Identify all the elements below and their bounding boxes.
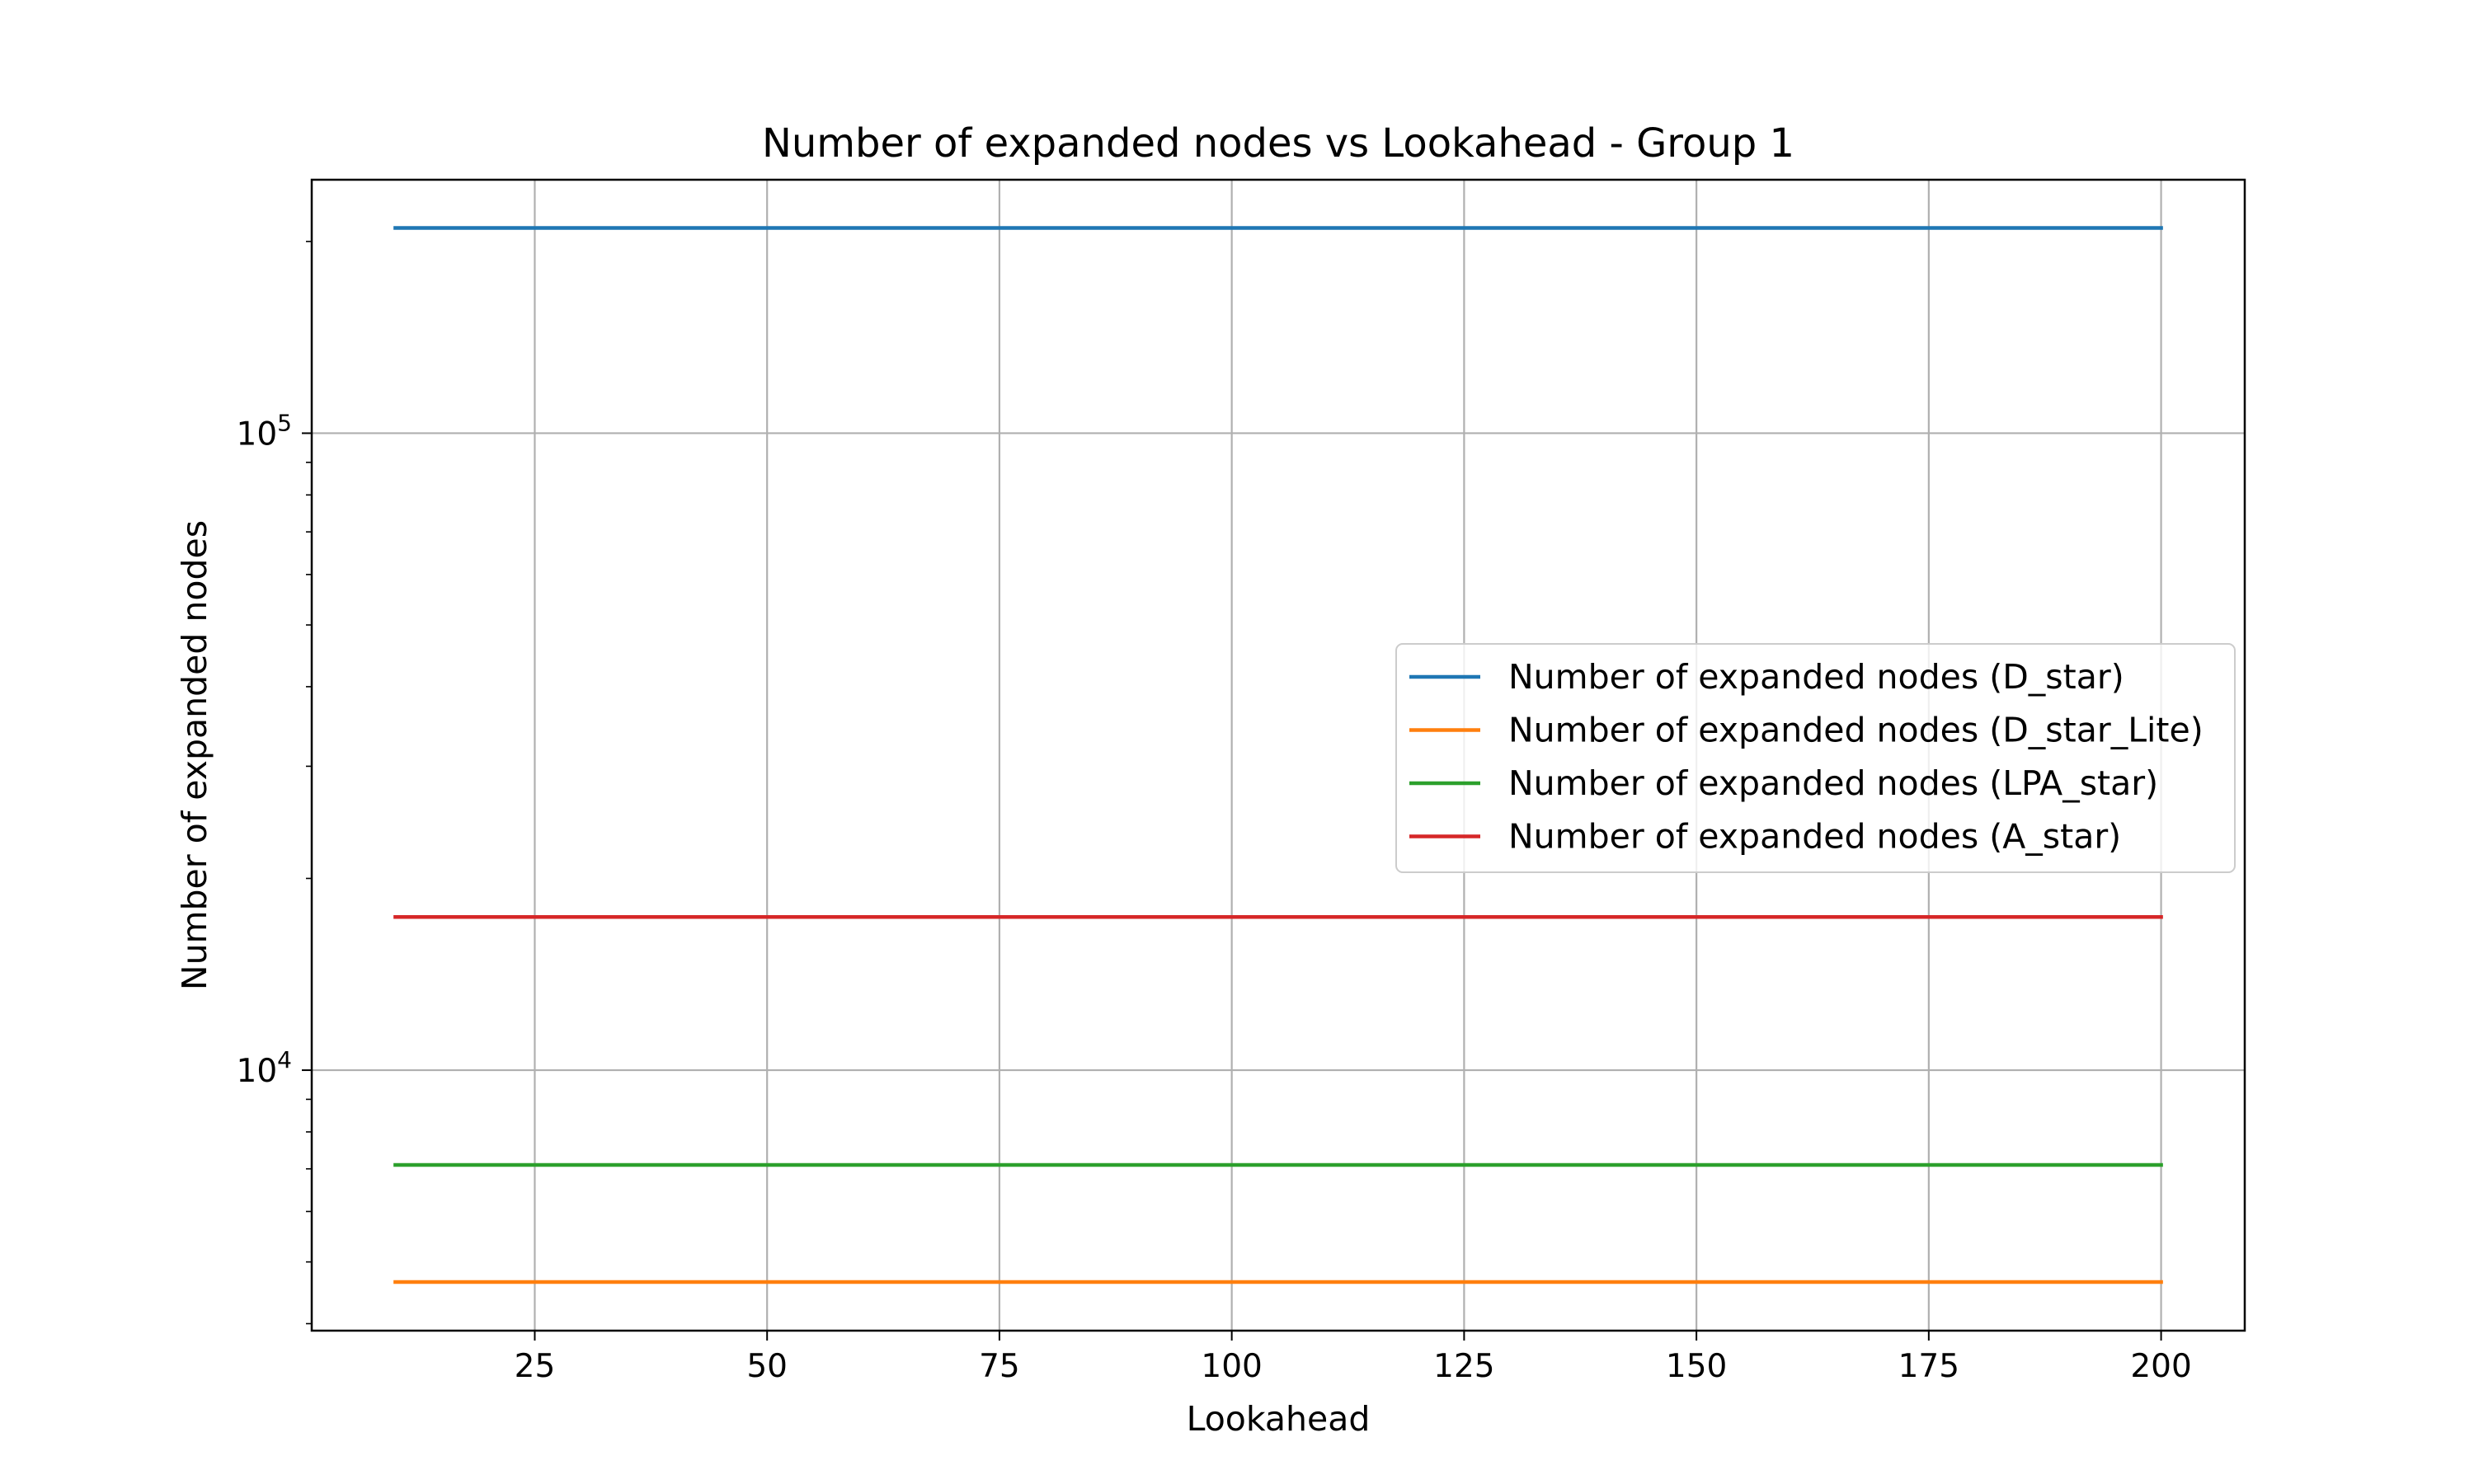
axis-ticks: 25 50 75 100 125 150 175 200 104 105 bbox=[237, 241, 2192, 1385]
legend: Number of expanded nodes (D_star) Number … bbox=[1395, 643, 2236, 873]
x-tick-label: 25 bbox=[515, 1348, 556, 1385]
x-tick-label: 175 bbox=[1898, 1348, 1959, 1385]
legend-box bbox=[1395, 643, 2236, 873]
legend-label: Number of expanded nodes (D_star_Lite) bbox=[1508, 711, 2204, 750]
y-tick-label: 105 bbox=[237, 409, 292, 453]
x-tick-label: 150 bbox=[1666, 1348, 1727, 1385]
legend-label: Number of expanded nodes (A_star) bbox=[1508, 817, 2121, 857]
plot-frame bbox=[310, 178, 2246, 1332]
y-tick-label: 104 bbox=[237, 1046, 292, 1090]
legend-label: Number of expanded nodes (D_star) bbox=[1508, 657, 2124, 697]
x-tick-label: 50 bbox=[746, 1348, 788, 1385]
x-tick-label: 100 bbox=[1201, 1348, 1262, 1385]
series-lines bbox=[393, 226, 2163, 1284]
x-axis-label: Lookahead bbox=[1187, 1399, 1371, 1439]
x-tick-label: 125 bbox=[1433, 1348, 1494, 1385]
x-tick-label: 200 bbox=[2130, 1348, 2191, 1385]
chart-title: Number of expanded nodes vs Lookahead - … bbox=[762, 120, 1794, 167]
legend-label: Number of expanded nodes (LPA_star) bbox=[1508, 763, 2158, 803]
x-tick-label: 75 bbox=[979, 1348, 1020, 1385]
y-axis-label: Number of expanded nodes bbox=[175, 520, 214, 990]
